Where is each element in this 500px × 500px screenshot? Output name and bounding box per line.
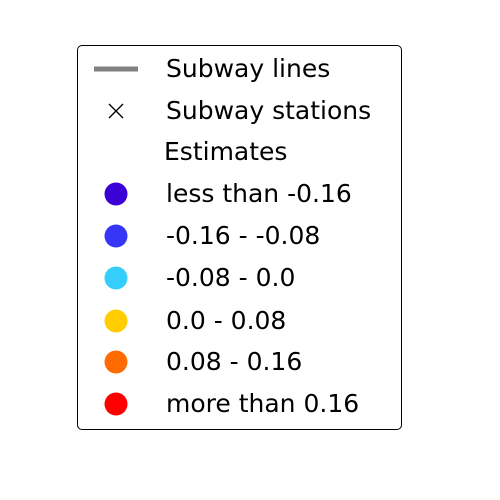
legend-item-subway-lines: Subway lines: [78, 49, 401, 89]
legend-section-title: Estimates: [78, 132, 401, 172]
circle-icon: [104, 224, 128, 248]
legend-item-label: Subway lines: [166, 54, 331, 83]
legend-item-label: 0.08 - 0.16: [166, 347, 303, 376]
legend-item-estimate-6: more than 0.16: [78, 384, 401, 424]
legend-item-estimate-3: -0.08 - 0.0: [78, 258, 401, 298]
line-icon: [94, 66, 138, 72]
legend-item-label: more than 0.16: [166, 389, 360, 418]
x-marker-icon: [108, 103, 124, 119]
legend-item-label: -0.16 - -0.08: [166, 221, 321, 250]
legend-item-estimate-1: less than -0.16: [78, 174, 401, 214]
legend-item-label: 0.0 - 0.08: [166, 306, 287, 335]
legend-item-estimate-5: 0.08 - 0.16: [78, 342, 401, 382]
legend-item-estimate-4: 0.0 - 0.08: [78, 301, 401, 341]
legend-section-title-label: Estimates: [164, 137, 288, 166]
legend-box: Subway lines Subway stations Estimates l…: [77, 45, 402, 430]
legend-item-label: less than -0.16: [166, 179, 352, 208]
legend-item-subway-stations: Subway stations: [78, 91, 401, 131]
circle-icon: [104, 266, 128, 290]
legend-item-estimate-2: -0.16 - -0.08: [78, 216, 401, 256]
legend-item-label: Subway stations: [166, 96, 372, 125]
circle-icon: [104, 392, 128, 416]
circle-icon: [104, 350, 128, 374]
circle-icon: [104, 182, 128, 206]
legend-item-label: -0.08 - 0.0: [166, 263, 296, 292]
circle-icon: [104, 309, 128, 333]
